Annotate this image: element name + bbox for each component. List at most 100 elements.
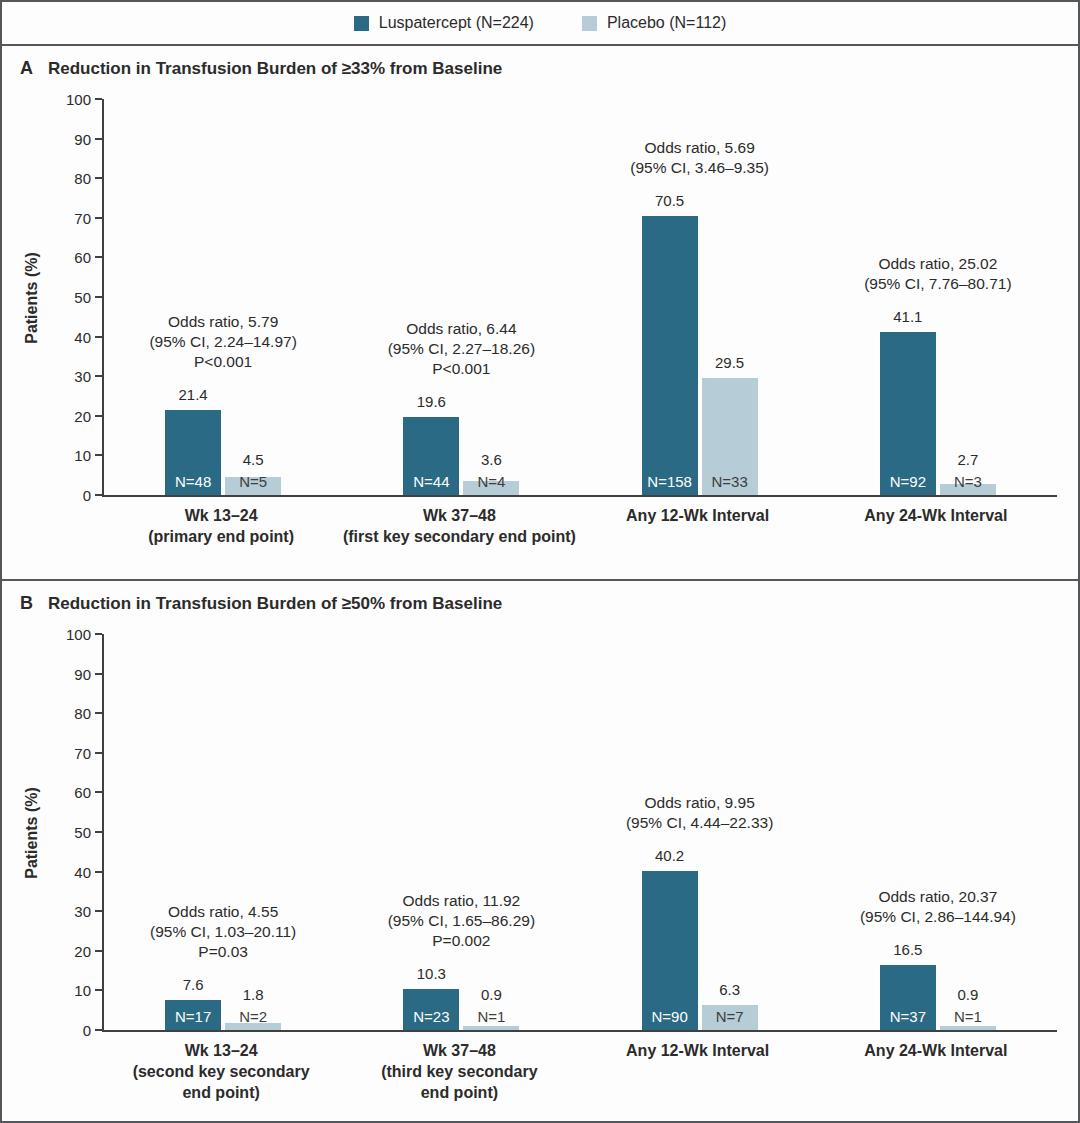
n-label-luspatercept: N=17 <box>165 1008 221 1025</box>
value-label-placebo: 3.6 <box>446 451 536 468</box>
y-tick-label: 80 <box>74 170 91 187</box>
y-tick-label: 0 <box>83 487 91 504</box>
bar-group: 10.30.9N=23N=1Odds ratio, 11.92(95% CI, … <box>342 634 580 1030</box>
n-label-luspatercept: N=158 <box>642 473 698 490</box>
y-tick <box>95 296 102 298</box>
value-label-placebo: 1.8 <box>208 986 298 1003</box>
n-label-placebo: N=33 <box>702 473 758 490</box>
bar-luspatercept <box>880 332 936 495</box>
bar-group: 19.63.6N=44N=4Odds ratio, 6.44(95% CI, 2… <box>342 99 580 495</box>
category-label: Any 24-Wk Interval <box>817 1040 1055 1103</box>
y-tick <box>95 494 102 496</box>
y-tick-label: 20 <box>74 407 91 424</box>
panel-b-chart: Patients (%) 01020304050607080901007.61.… <box>2 634 1078 1032</box>
panel-a-title: A Reduction in Transfusion Burden of ≥33… <box>2 46 1078 79</box>
panel-a-y-axis-label: Patients (%) <box>23 252 41 344</box>
y-tick-label: 0 <box>83 1022 91 1039</box>
n-label-luspatercept: N=90 <box>642 1008 698 1025</box>
y-tick-label: 70 <box>74 744 91 761</box>
y-tick-label: 60 <box>74 249 91 266</box>
y-tick <box>95 871 102 873</box>
n-label-placebo: N=1 <box>940 1008 996 1025</box>
figure-frame: Luspatercept (N=224) Placebo (N=112) A R… <box>0 0 1080 1123</box>
panel-a-chart: Patients (%) 010203040506070809010021.44… <box>2 99 1078 497</box>
y-tick-label: 100 <box>66 626 91 643</box>
panel-b-plot-area: 01020304050607080901007.61.8N=17N=2Odds … <box>102 634 1057 1032</box>
value-label-luspatercept: 21.4 <box>148 386 238 403</box>
y-tick-label: 70 <box>74 209 91 226</box>
n-label-placebo: N=1 <box>463 1008 519 1025</box>
bar-luspatercept <box>642 871 698 1030</box>
odds-ratio-annotation: Odds ratio, 20.37(95% CI, 2.86–144.94) <box>803 887 1073 927</box>
y-tick-label: 90 <box>74 130 91 147</box>
n-label-luspatercept: N=48 <box>165 473 221 490</box>
odds-ratio-annotation: Odds ratio, 4.55(95% CI, 1.03–20.11)P=0.… <box>88 902 358 962</box>
n-label-placebo: N=4 <box>463 473 519 490</box>
value-label-luspatercept: 40.2 <box>625 847 715 864</box>
y-tick <box>95 831 102 833</box>
value-label-luspatercept: 19.6 <box>386 393 476 410</box>
bar-group: 16.50.9N=37N=1Odds ratio, 20.37(95% CI, … <box>819 634 1057 1030</box>
value-label-placebo: 0.9 <box>923 986 1013 1003</box>
y-tick <box>95 752 102 754</box>
odds-ratio-annotation: Odds ratio, 5.79(95% CI, 2.24–14.97)P<0.… <box>88 312 358 372</box>
y-tick <box>95 138 102 140</box>
category-label: Wk 37–48(third key secondaryend point) <box>340 1040 578 1103</box>
odds-ratio-annotation: Odds ratio, 6.44(95% CI, 2.27–18.26)P<0.… <box>326 319 596 379</box>
value-label-luspatercept: 16.5 <box>863 941 953 958</box>
legend-label-luspatercept: Luspatercept (N=224) <box>379 14 534 32</box>
value-label-luspatercept: 70.5 <box>625 192 715 209</box>
value-label-placebo: 4.5 <box>208 451 298 468</box>
legend-item-placebo: Placebo (N=112) <box>582 14 726 32</box>
panel-b-title-text: Reduction in Transfusion Burden of ≥50% … <box>48 594 502 614</box>
n-label-luspatercept: N=44 <box>403 473 459 490</box>
y-tick-label: 50 <box>74 289 91 306</box>
y-tick-label: 60 <box>74 784 91 801</box>
legend: Luspatercept (N=224) Placebo (N=112) <box>2 2 1078 46</box>
value-label-luspatercept: 10.3 <box>386 965 476 982</box>
panel-a-title-text: Reduction in Transfusion Burden of ≥33% … <box>48 59 502 79</box>
bar-placebo <box>463 1026 519 1030</box>
y-tick <box>95 217 102 219</box>
value-label-placebo: 0.9 <box>446 986 536 1003</box>
n-label-placebo: N=3 <box>940 473 996 490</box>
y-tick-label: 50 <box>74 824 91 841</box>
category-label: Any 12-Wk Interval <box>579 1040 817 1103</box>
category-label: Any 24-Wk Interval <box>817 505 1055 547</box>
panel-b-y-axis-label: Patients (%) <box>23 787 41 879</box>
category-label: Wk 13–24(second key secondaryend point) <box>102 1040 340 1103</box>
y-tick <box>95 712 102 714</box>
y-tick <box>95 673 102 675</box>
bar-group: 40.26.3N=90N=7Odds ratio, 9.95(95% CI, 4… <box>581 634 819 1030</box>
legend-item-luspatercept: Luspatercept (N=224) <box>354 14 534 32</box>
y-tick-label: 40 <box>74 863 91 880</box>
panel-b: B Reduction in Transfusion Burden of ≥50… <box>2 581 1078 1121</box>
category-label: Any 12-Wk Interval <box>579 505 817 547</box>
value-label-placebo: 2.7 <box>923 451 1013 468</box>
panel-b-x-axis-labels: Wk 13–24(second key secondaryend point)W… <box>102 1032 1055 1103</box>
odds-ratio-annotation: Odds ratio, 9.95(95% CI, 4.44–22.33) <box>565 793 835 833</box>
y-tick <box>95 98 102 100</box>
placebo-swatch-icon <box>582 16 597 31</box>
y-tick-label: 100 <box>66 91 91 108</box>
odds-ratio-annotation: Odds ratio, 11.92(95% CI, 1.65–86.29)P=0… <box>326 891 596 951</box>
y-tick <box>95 256 102 258</box>
bar-group: 41.12.7N=92N=3Odds ratio, 25.02(95% CI, … <box>819 99 1057 495</box>
y-tick <box>95 454 102 456</box>
odds-ratio-annotation: Odds ratio, 25.02(95% CI, 7.76–80.71) <box>803 254 1073 294</box>
n-label-placebo: N=2 <box>225 1008 281 1025</box>
category-label: Wk 13–24(primary end point) <box>102 505 340 547</box>
luspatercept-swatch-icon <box>354 16 369 31</box>
panel-b-title: B Reduction in Transfusion Burden of ≥50… <box>2 581 1078 614</box>
bar-group: 7.61.8N=17N=2Odds ratio, 4.55(95% CI, 1.… <box>104 634 342 1030</box>
y-tick <box>95 415 102 417</box>
y-tick <box>95 1029 102 1031</box>
n-label-placebo: N=5 <box>225 473 281 490</box>
bar-placebo <box>940 1026 996 1030</box>
category-label: Wk 37–48(first key secondary end point) <box>340 505 578 547</box>
y-tick-label: 80 <box>74 705 91 722</box>
value-label-luspatercept: 41.1 <box>863 308 953 325</box>
y-tick-label: 10 <box>74 447 91 464</box>
y-tick <box>95 989 102 991</box>
bar-group: 21.44.5N=48N=5Odds ratio, 5.79(95% CI, 2… <box>104 99 342 495</box>
